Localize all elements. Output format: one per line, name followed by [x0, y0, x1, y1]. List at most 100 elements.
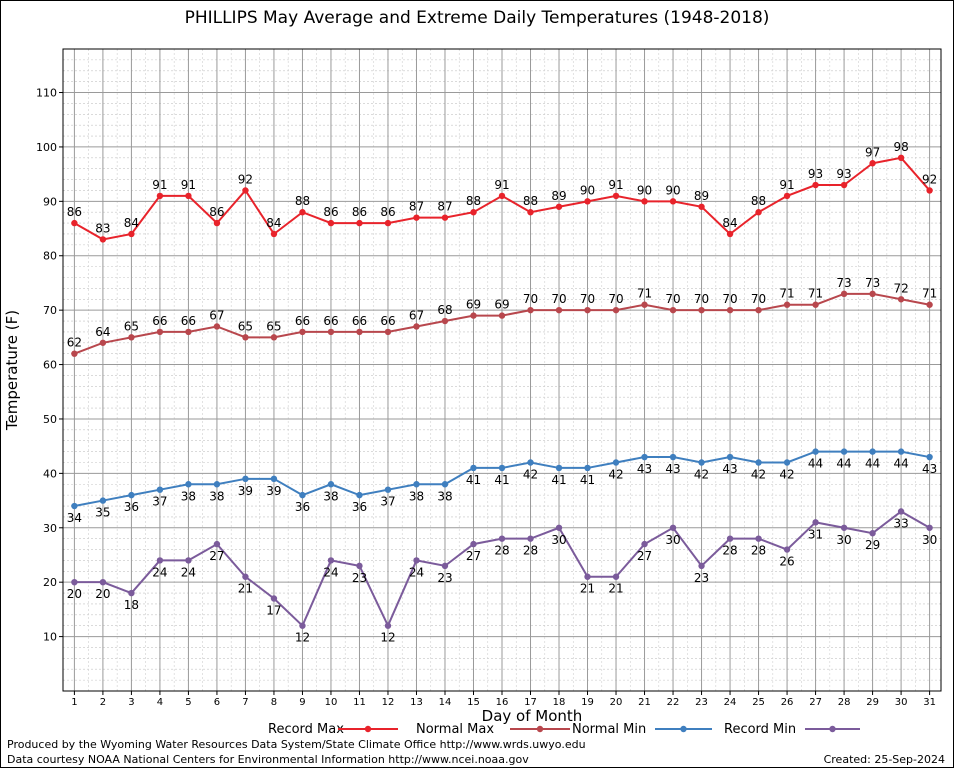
data-point — [498, 464, 506, 472]
y-tick-label: 80 — [43, 250, 57, 263]
x-tick-label: 26 — [781, 697, 794, 708]
data-label: 28 — [751, 544, 766, 558]
data-point — [897, 154, 905, 162]
data-label: 66 — [181, 314, 196, 328]
data-point — [470, 312, 477, 319]
x-tick-label: 1 — [71, 697, 77, 708]
data-label: 23 — [352, 571, 367, 585]
data-label: 84 — [722, 216, 737, 230]
data-label: 27 — [637, 549, 652, 563]
data-point — [669, 306, 677, 314]
x-tick-label: 14 — [439, 697, 452, 708]
data-label: 66 — [152, 314, 167, 328]
data-point — [413, 557, 420, 564]
data-label: 70 — [665, 292, 680, 306]
data-label: 43 — [922, 462, 937, 476]
data-label: 33 — [893, 516, 908, 530]
data-point — [441, 562, 449, 570]
legend-label: Record Max — [268, 722, 344, 737]
y-tick-label: 50 — [43, 413, 57, 426]
data-label: 38 — [209, 489, 224, 503]
x-tick-label: 7 — [242, 697, 248, 708]
data-point — [555, 306, 563, 314]
data-point — [270, 334, 278, 341]
footer-producer: Produced by the Wyoming Water Resources … — [7, 738, 586, 751]
data-point — [71, 350, 78, 357]
data-point — [356, 328, 363, 336]
footer-data-source: Data courtesy NOAA National Centers for … — [7, 753, 529, 766]
data-point — [527, 459, 534, 466]
data-label: 86 — [67, 205, 82, 219]
legend-marker — [536, 725, 544, 733]
x-tick-label: 20 — [610, 697, 623, 708]
x-tick-label: 6 — [214, 697, 220, 708]
data-label: 44 — [865, 457, 880, 471]
legend-label: Normal Min — [572, 722, 646, 737]
x-tick-label: 28 — [838, 697, 851, 708]
x-tick-label: 30 — [895, 697, 908, 708]
data-point — [441, 317, 449, 325]
x-tick-label: 4 — [157, 697, 163, 708]
data-label: 66 — [352, 314, 367, 328]
data-point — [470, 464, 477, 472]
x-tick-label: 19 — [581, 697, 594, 708]
legend: Record Max Normal Max Normal Min Record Min — [268, 722, 860, 737]
data-point — [185, 192, 192, 200]
data-label: 84 — [124, 216, 139, 230]
x-tick-label: 25 — [752, 697, 765, 708]
data-label: 26 — [779, 555, 794, 569]
data-point — [384, 622, 392, 629]
data-point — [156, 486, 164, 493]
data-point — [783, 459, 791, 466]
x-tick-label: 5 — [185, 697, 191, 708]
y-tick-label: 10 — [43, 631, 57, 644]
data-point — [213, 219, 221, 227]
data-point — [783, 192, 791, 200]
data-point — [897, 448, 905, 455]
data-point — [384, 328, 392, 336]
data-label: 67 — [209, 308, 224, 322]
data-point — [698, 306, 705, 314]
data-label: 38 — [437, 489, 452, 503]
x-tick-label: 12 — [382, 697, 395, 708]
data-point — [612, 459, 620, 466]
data-label: 71 — [808, 287, 823, 301]
data-label: 34 — [67, 511, 82, 525]
data-point — [498, 192, 506, 200]
data-label: 91 — [494, 178, 509, 192]
data-point — [726, 535, 734, 542]
data-point — [926, 301, 933, 308]
data-point — [840, 181, 848, 189]
data-point — [384, 219, 392, 227]
data-label: 35 — [95, 506, 110, 520]
data-label: 71 — [637, 287, 652, 301]
data-label: 20 — [67, 587, 82, 601]
data-point — [698, 203, 705, 210]
x-tick-label: 27 — [809, 697, 822, 708]
data-point — [498, 535, 506, 542]
data-point — [869, 290, 876, 298]
data-point — [156, 328, 164, 336]
x-tick-label: 31 — [923, 697, 936, 708]
data-label: 86 — [352, 205, 367, 219]
data-point — [669, 453, 677, 461]
data-point — [327, 219, 335, 227]
data-point — [128, 491, 135, 499]
data-label: 93 — [808, 167, 823, 181]
data-point — [641, 198, 648, 205]
data-point — [612, 573, 620, 580]
data-label: 92 — [922, 172, 937, 186]
data-point — [384, 486, 392, 493]
data-label: 70 — [523, 292, 538, 306]
data-label: 43 — [665, 462, 680, 476]
data-point — [299, 209, 306, 216]
data-point — [156, 557, 164, 564]
data-label: 71 — [922, 287, 937, 301]
data-label: 21 — [580, 582, 595, 596]
y-tick-label: 70 — [43, 304, 57, 317]
data-point — [612, 306, 620, 314]
data-label: 66 — [323, 314, 338, 328]
data-label: 91 — [181, 178, 196, 192]
data-label: 70 — [694, 292, 709, 306]
